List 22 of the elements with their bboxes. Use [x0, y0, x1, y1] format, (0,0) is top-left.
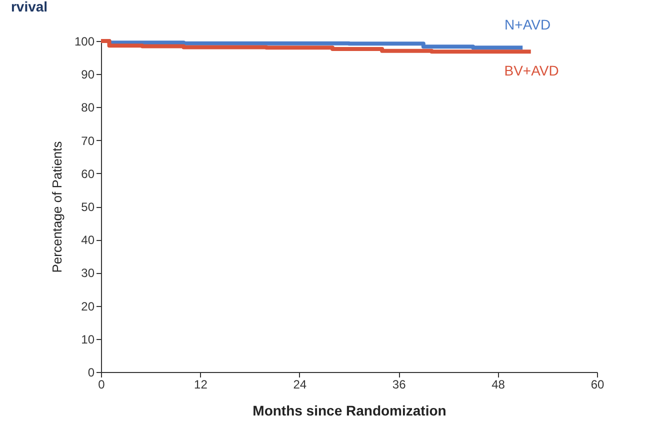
y-tick-label: 20 — [81, 299, 95, 314]
y-tick-label: 90 — [81, 68, 95, 82]
y-tick-label: 30 — [81, 266, 95, 280]
x-axis-title: Months since Randomization — [252, 402, 446, 418]
series-label: BV+AVD — [504, 62, 559, 79]
x-tick-label: 24 — [293, 378, 307, 392]
x-tick-label: 0 — [98, 378, 106, 392]
x-tick-label: 48 — [492, 378, 506, 392]
x-tick-label: 36 — [392, 378, 406, 392]
y-tick-label: 50 — [81, 200, 95, 214]
y-tick-label: 70 — [81, 134, 95, 148]
y-tick-label: 100 — [74, 34, 95, 48]
chart-title: rvival — [10, 0, 48, 15]
y-axis-title: Percentage of Patients — [49, 140, 64, 273]
x-tick-label: 12 — [194, 378, 208, 392]
y-tick-label: 10 — [81, 332, 95, 346]
y-tick-label: 0 — [88, 366, 95, 380]
x-tick-label: 60 — [590, 378, 604, 392]
series-label: N+AVD — [504, 16, 551, 33]
y-tick-label: 60 — [81, 166, 95, 181]
y-tick-label: 40 — [81, 233, 95, 248]
y-tick-label: 80 — [81, 100, 95, 115]
